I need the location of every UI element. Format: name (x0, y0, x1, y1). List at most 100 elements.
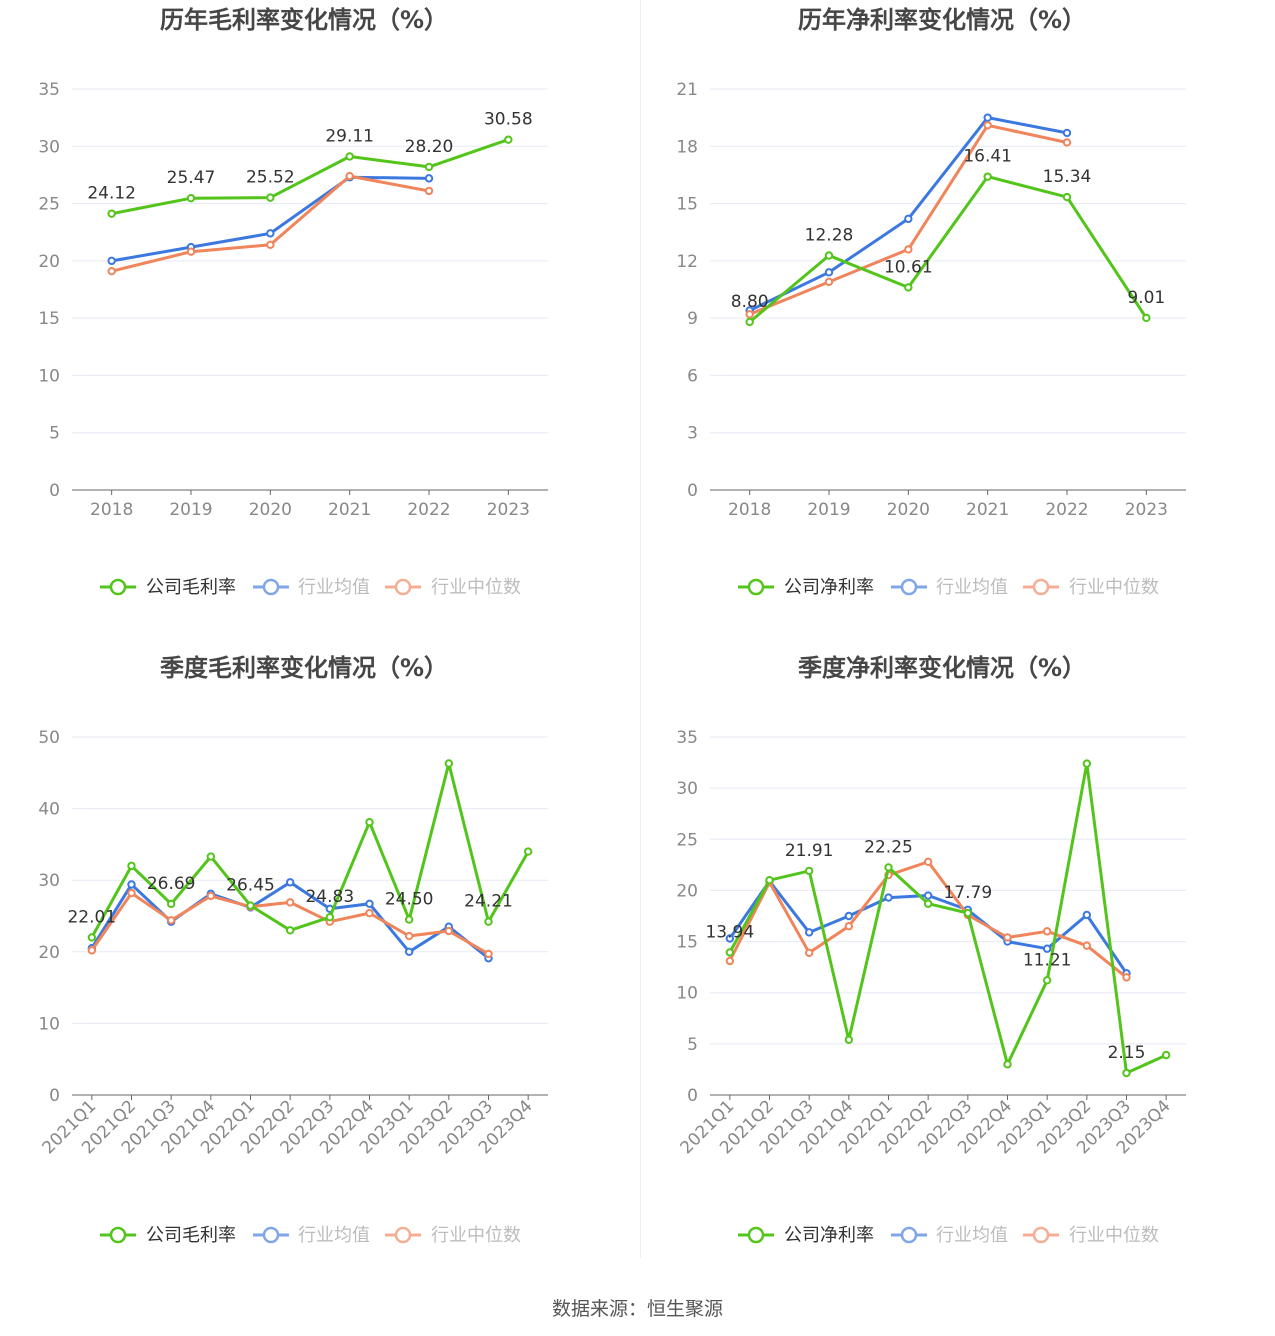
data-label: 29.11 (325, 126, 374, 146)
data-source-note: 数据来源：恒生聚源 (551, 1298, 723, 1320)
data-point-median (804, 948, 814, 958)
chart-title: 季度毛利率变化情况（%） (160, 654, 448, 682)
data-point-median (404, 931, 414, 941)
x-tick-label: 2023 (1125, 500, 1168, 520)
data-label: 24.12 (87, 184, 136, 204)
y-tick-label: 10 (676, 984, 698, 1004)
data-label: 11.21 (1023, 950, 1072, 970)
data-label: 9.01 (1127, 288, 1165, 308)
data-point-company (923, 899, 933, 908)
chart-svg: 季度净利率变化情况（%）051015202530352021Q12021Q220… (676, 654, 1186, 1246)
data-point-company (983, 172, 992, 181)
data-point-company (904, 283, 913, 292)
data-point-median (1082, 941, 1092, 950)
data-point-median (1042, 927, 1052, 936)
data-label: 16.41 (963, 147, 1012, 167)
data-point-average (1062, 128, 1072, 138)
legend-label: 行业中位数 (431, 577, 521, 598)
legend-label: 行业均值 (298, 577, 370, 598)
legend-item-company: 公司净利率 (738, 577, 874, 598)
data-point-median (424, 186, 434, 196)
data-point-median (844, 922, 854, 931)
data-point-median (923, 857, 933, 866)
data-point-median (345, 171, 354, 181)
data-point-company (325, 913, 335, 922)
legend-label: 公司净利率 (784, 577, 874, 598)
legend-item-median: 行业中位数 (385, 577, 521, 598)
data-point-company (444, 759, 454, 768)
x-tick-label: 2021 (966, 500, 1009, 520)
data-point-average (904, 214, 913, 224)
data-point-company (365, 818, 374, 827)
legend-item-median: 行业中位数 (1023, 577, 1159, 598)
y-tick-label: 0 (49, 1086, 60, 1106)
x-tick-label: 2022 (407, 500, 450, 520)
y-tick-label: 3 (687, 424, 698, 444)
chart-svg: 历年毛利率变化情况（%） 0 5 10 15 20 25 30 35 2018 2019 2020 20… (38, 6, 548, 598)
data-point-company (404, 915, 414, 924)
data-point-average (424, 174, 434, 183)
y-tick-label: 15 (38, 309, 60, 329)
data-point-average (923, 891, 933, 900)
data-label: 15.34 (1043, 167, 1092, 187)
series-line-company (90, 762, 530, 939)
x-tick-label: 2023 (487, 500, 530, 520)
data-point-company (745, 317, 754, 327)
data-point-company (824, 251, 834, 260)
data-point-company (523, 847, 533, 856)
legend-marker-icon (109, 578, 127, 596)
data-point-company (166, 899, 176, 909)
y-tick-label: 5 (687, 1035, 698, 1055)
y-tick-label: 6 (687, 366, 698, 386)
x-tick-label: 2018 (728, 500, 771, 520)
data-point-median (983, 121, 992, 130)
chart-svg: 历年净利率变化情况（%） 0 3 6 9 12 15 18 21 2018 2019 2020 2021… (676, 6, 1186, 598)
data-point-company (186, 193, 196, 203)
data-point-median (1122, 973, 1131, 982)
y-tick-label: 15 (676, 195, 698, 215)
x-tick-label: 2019 (807, 500, 850, 520)
legend-label: 公司毛利率 (146, 577, 236, 598)
y-tick-label: 20 (676, 881, 698, 901)
x-tick-label: 2020 (887, 500, 930, 520)
legend-label: 行业均值 (936, 577, 1008, 598)
data-point-company (963, 908, 973, 918)
data-point-company (765, 876, 774, 885)
chart-title: 历年净利率变化情况（%） (798, 6, 1086, 34)
data-label: 8.80 (731, 292, 769, 312)
x-tick-label: 2020 (249, 500, 292, 520)
chart-title: 历年毛利率变化情况（%） (160, 6, 448, 34)
data-point-median (166, 916, 176, 925)
data-point-median (904, 245, 913, 254)
data-label: 25.52 (246, 168, 295, 188)
data-point-average (285, 878, 295, 887)
data-label: 22.01 (67, 907, 116, 927)
y-tick-label: 0 (49, 481, 60, 501)
legend-label: 行业中位数 (431, 1225, 521, 1246)
data-point-company (107, 209, 116, 218)
legend-marker-icon (747, 1226, 765, 1244)
data-point-company (1161, 1050, 1171, 1060)
series-line-company (111, 138, 509, 216)
data-label: 10.61 (884, 257, 933, 277)
y-tick-label: 30 (38, 871, 60, 891)
legend-marker-icon (747, 578, 765, 596)
data-point-company (345, 152, 354, 161)
data-point-median (365, 908, 374, 918)
panel-divider (640, 0, 641, 1258)
y-tick-label: 0 (687, 1086, 698, 1106)
data-label: 24.83 (305, 887, 354, 907)
y-tick-label: 35 (676, 728, 698, 748)
data-point-company (127, 861, 136, 871)
legend-marker-icon (262, 1226, 280, 1244)
data-point-company (484, 917, 493, 926)
data-point-median (444, 926, 454, 936)
data-point-average (1042, 944, 1052, 953)
data-label: 25.47 (167, 168, 216, 188)
data-point-median (107, 266, 116, 276)
legend-marker-icon (394, 1226, 412, 1244)
chart-panel-annual-net-margin: 历年净利率变化情况（%） 0 3 6 9 12 15 18 21 2018 2019 2020 2021… (638, 0, 1275, 648)
legend-label: 行业中位数 (1069, 577, 1159, 598)
y-tick-label: 20 (38, 943, 60, 963)
y-tick-label: 5 (49, 424, 60, 444)
